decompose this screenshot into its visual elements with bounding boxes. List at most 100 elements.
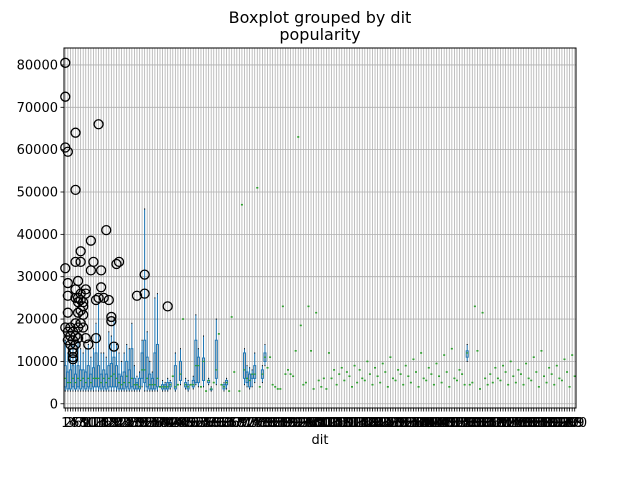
x-tick-label: 17 bbox=[98, 416, 115, 431]
x-tick-label: 194 bbox=[547, 416, 572, 431]
x-tick-label: 25 bbox=[118, 416, 135, 431]
x-tick-label: 34 bbox=[141, 416, 158, 431]
x-tick-label: 197 bbox=[555, 416, 580, 431]
outlier-point bbox=[60, 91, 71, 102]
outlier-point bbox=[90, 332, 102, 344]
x-tick-label: 127 bbox=[375, 416, 400, 431]
y-tick-label: 30000 bbox=[17, 270, 58, 285]
x-tick-label: 87 bbox=[277, 416, 294, 431]
x-tick-label: 46 bbox=[172, 416, 189, 431]
x-tick-label: 174 bbox=[496, 416, 521, 431]
x-tick-label: 192 bbox=[542, 416, 567, 431]
outlier-point bbox=[113, 256, 125, 268]
box bbox=[74, 373, 78, 390]
x-tick-label: 15 bbox=[93, 416, 110, 431]
box bbox=[202, 357, 206, 381]
x-tick-label: 61 bbox=[211, 416, 228, 431]
x-tick-label: 103 bbox=[314, 416, 339, 431]
x-tick-label: 37 bbox=[149, 416, 166, 431]
x-tick-label: 96 bbox=[300, 416, 317, 431]
x-tick-label: 132 bbox=[388, 416, 413, 431]
box bbox=[112, 356, 116, 388]
x-tick-label: 11 bbox=[83, 416, 100, 431]
x-tick-label: 196 bbox=[552, 416, 577, 431]
x-tick-label: 171 bbox=[488, 416, 513, 431]
box bbox=[94, 352, 98, 388]
x-tick-label: 42 bbox=[162, 416, 179, 431]
x-tick-label: 43 bbox=[165, 416, 182, 431]
x-tick-label: 62 bbox=[213, 416, 230, 431]
x-tick-label: 163 bbox=[468, 416, 493, 431]
y-tick-label: 10000 bbox=[17, 355, 58, 370]
x-tick-label: 52 bbox=[188, 416, 205, 431]
x-tick-label: 175 bbox=[498, 416, 523, 431]
x-tick-label: 47 bbox=[175, 416, 192, 431]
outlier-point bbox=[70, 127, 81, 138]
x-tick-label: 28 bbox=[126, 416, 143, 431]
box bbox=[150, 377, 154, 390]
x-tick-label: 88 bbox=[280, 416, 297, 431]
x-tick-label: 97 bbox=[303, 416, 320, 431]
outlier-point bbox=[111, 258, 122, 270]
x-tick-label: 117 bbox=[350, 416, 375, 431]
x-tick-label: 54 bbox=[193, 416, 210, 431]
box bbox=[84, 371, 88, 390]
x-tick-label: 68 bbox=[229, 416, 246, 431]
x-tick-label: 26 bbox=[121, 416, 138, 431]
box bbox=[97, 365, 101, 388]
x-tick-label: 41 bbox=[159, 416, 176, 431]
box bbox=[153, 352, 157, 390]
x-tick-label: 55 bbox=[195, 416, 212, 431]
x-tick-label: 191 bbox=[539, 416, 564, 431]
x-tick-label: 140 bbox=[409, 416, 434, 431]
x-tick-label: 148 bbox=[429, 416, 454, 431]
x-tick-label: 118 bbox=[352, 416, 377, 431]
box bbox=[145, 356, 149, 388]
box bbox=[196, 356, 200, 384]
x-tick-label: 40 bbox=[157, 416, 174, 431]
x-tick-label: 151 bbox=[437, 416, 462, 431]
x-tick-label: 98 bbox=[305, 416, 322, 431]
outlier-point bbox=[90, 294, 102, 306]
x-tick-label: 84 bbox=[269, 416, 286, 431]
x-tick-label: 10 bbox=[80, 416, 97, 431]
x-tick-label: 109 bbox=[329, 416, 354, 431]
x-tick-label: 165 bbox=[473, 416, 498, 431]
outlier-point bbox=[106, 311, 117, 323]
x-tick-label: 189 bbox=[534, 416, 559, 431]
x-tick-label: 78 bbox=[254, 416, 271, 431]
y-tick-label: 80000 bbox=[17, 58, 58, 73]
x-tick-label: 5 bbox=[71, 416, 79, 431]
x-tick-label: 9 bbox=[82, 416, 90, 431]
x-tick-label: 22 bbox=[111, 416, 128, 431]
x-tick-label: 136 bbox=[398, 416, 423, 431]
x-tick-label: 76 bbox=[249, 416, 266, 431]
box bbox=[114, 365, 118, 388]
x-tick-label: 131 bbox=[386, 416, 411, 431]
box bbox=[66, 371, 70, 390]
x-tick-label: 45 bbox=[170, 416, 187, 431]
x-tick-label: 56 bbox=[198, 416, 215, 431]
y-tick-label: 60000 bbox=[17, 143, 58, 158]
x-tick-label: 70 bbox=[234, 416, 251, 431]
box bbox=[122, 371, 126, 390]
box bbox=[109, 363, 113, 388]
x-tick-label: 145 bbox=[422, 416, 447, 431]
outlier-point bbox=[131, 290, 143, 301]
x-tick-label: 89 bbox=[282, 416, 299, 431]
x-tick-label: 71 bbox=[236, 416, 253, 431]
box bbox=[120, 375, 124, 390]
x-tick-label: 186 bbox=[526, 416, 551, 431]
x-tick-label: 93 bbox=[293, 416, 310, 431]
x-tick-label: 100 bbox=[306, 416, 331, 431]
x-tick-label: 73 bbox=[241, 416, 258, 431]
outlier-point bbox=[70, 256, 81, 268]
box bbox=[245, 371, 249, 384]
x-tick-label: 80 bbox=[259, 416, 276, 431]
outlier-point bbox=[72, 275, 84, 287]
box bbox=[79, 369, 83, 390]
outlier-point bbox=[72, 332, 84, 344]
x-tick-label: 176 bbox=[501, 416, 526, 431]
x-tick-label: 199 bbox=[560, 416, 585, 431]
outlier-point bbox=[60, 57, 71, 68]
